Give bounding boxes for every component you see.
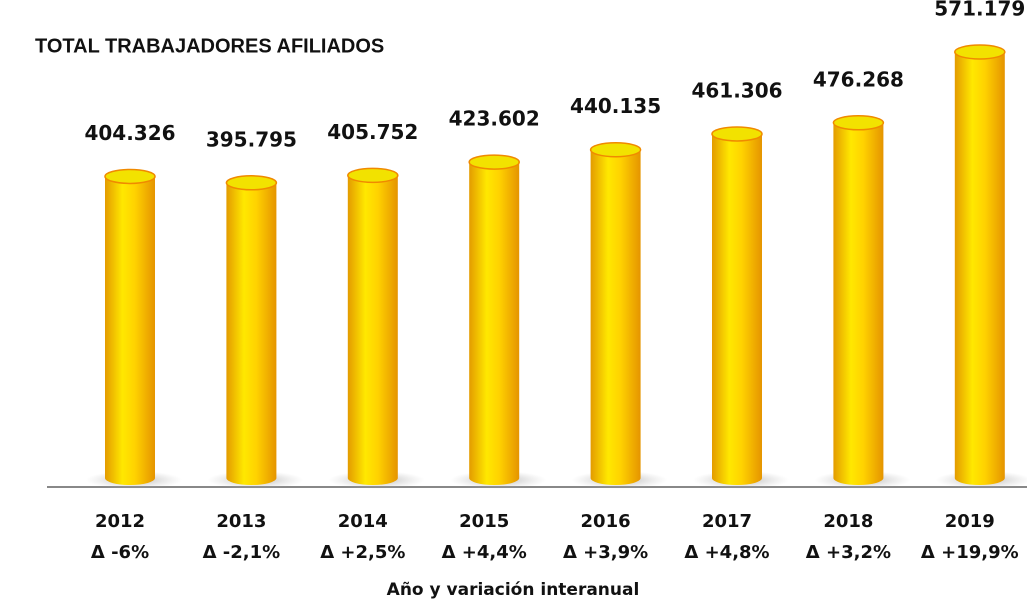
bar — [468, 154, 520, 486]
bar — [589, 141, 642, 486]
bar — [225, 175, 278, 486]
x-tick-label: 2013 — [216, 511, 266, 532]
x-tick-label: 2018 — [823, 511, 873, 532]
bar-top — [832, 115, 885, 131]
bar-body — [590, 149, 641, 486]
x-tick-label: Δ +4,8% — [684, 542, 769, 563]
bar-top — [104, 168, 156, 185]
value-label: 461.306 — [691, 78, 782, 102]
x-tick-label: Δ +4,4% — [442, 542, 527, 563]
bar-top — [347, 167, 399, 184]
bar-body — [105, 176, 155, 485]
bar-body — [469, 162, 520, 486]
x-tick-label: Δ +3,9% — [563, 542, 648, 563]
bar — [832, 115, 885, 486]
x-tick-label: 2015 — [459, 511, 509, 532]
x-tick-label: 2014 — [338, 511, 388, 532]
bar-body — [712, 133, 762, 485]
x-tick-label: 2016 — [581, 511, 631, 532]
x-tick-label: 2019 — [945, 511, 995, 532]
x-tick-label: Δ -2,1% — [203, 542, 281, 563]
value-label: 571.179 — [934, 0, 1025, 21]
x-tick-label: 2012 — [95, 511, 145, 532]
bar-body — [954, 52, 1005, 486]
value-label: 405.752 — [327, 120, 418, 144]
value-label: 476.268 — [813, 67, 904, 91]
bar-top — [711, 126, 763, 142]
bar-top — [589, 141, 642, 158]
x-tick-label: 2017 — [702, 511, 752, 532]
value-label: 423.602 — [449, 107, 540, 131]
value-label: 440.135 — [570, 94, 661, 118]
bar-top — [954, 44, 1006, 60]
x-tick-label: Δ +2,5% — [320, 542, 405, 563]
x-axis-title: Año y variación interanual — [387, 580, 640, 600]
chart-title: TOTAL TRABAJADORES AFILIADOS — [35, 35, 384, 57]
bar-body — [226, 182, 277, 486]
bar-top — [468, 154, 520, 170]
bar-body — [833, 122, 884, 486]
bar-top — [225, 175, 278, 191]
x-tick-label: Δ -6% — [91, 542, 149, 563]
x-tick-label: Δ +3,2% — [806, 542, 891, 563]
bar — [954, 44, 1006, 486]
bar — [711, 126, 763, 485]
bar-body — [347, 175, 398, 486]
bar — [104, 168, 156, 485]
x-tick-label: Δ +19,9% — [921, 542, 1019, 563]
bar — [347, 167, 399, 486]
value-label: 395.795 — [206, 127, 297, 151]
value-label: 404.326 — [84, 121, 175, 145]
